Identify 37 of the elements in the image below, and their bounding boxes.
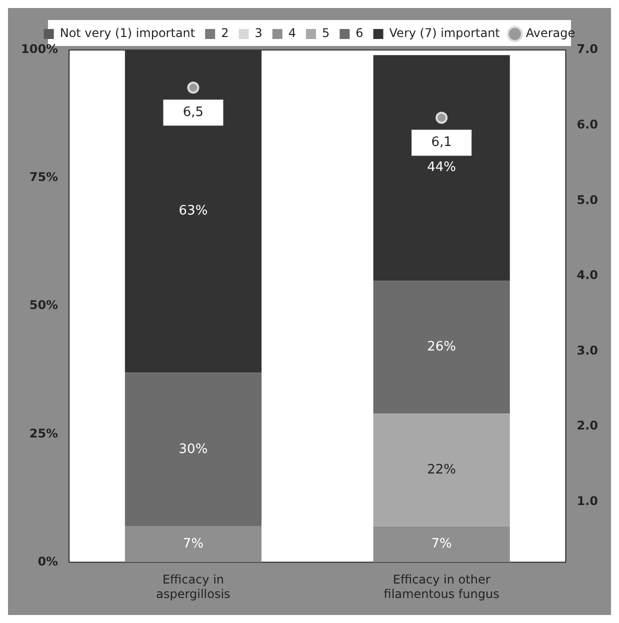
legend-label: 2	[221, 26, 229, 40]
y-tick-label: 25%	[29, 426, 58, 440]
y2-tick-label: 4.0	[576, 268, 598, 282]
bar	[373, 280, 510, 414]
legend-label: 6	[356, 26, 364, 40]
y2-tick-label: 1.0	[576, 494, 598, 508]
y2-tick-label: 7.0	[576, 42, 598, 56]
y-tick-label: 50%	[29, 298, 58, 312]
legend-label: 4	[288, 26, 296, 40]
data-label: 7%	[182, 536, 204, 552]
y2-tick-label: 3.0	[576, 343, 598, 358]
data-label: 22%	[427, 462, 456, 478]
bar	[373, 55, 510, 280]
data-label: 30%	[178, 442, 208, 457]
legend-label: Not very (1) important	[60, 26, 196, 40]
data-label: 44%	[427, 160, 456, 176]
legend-label: Very (7) important	[389, 26, 500, 40]
y2-tick-label: 2.0	[576, 418, 598, 433]
data-label: 26%	[427, 339, 456, 354]
y-tick-label: 75%	[29, 170, 58, 184]
y-tick-label: 0%	[38, 554, 58, 568]
y-tick-label: 100%	[20, 42, 58, 56]
legend-label: 5	[322, 26, 330, 40]
legend-label: 3	[254, 26, 262, 40]
data-label: 6,1	[431, 135, 452, 150]
y2-tick-label: 6.0	[576, 117, 598, 132]
legend-label: Average	[526, 26, 576, 40]
data-label: 6,5	[182, 105, 204, 120]
y2-tick-label: 5.0	[576, 192, 598, 207]
data-label: 7%	[431, 536, 452, 552]
bar	[373, 526, 510, 562]
data-label: 63%	[178, 204, 208, 219]
bar	[124, 526, 262, 562]
bar	[124, 372, 262, 526]
bar	[373, 414, 510, 526]
x-tick-label: Efficacy in aspergillosis	[156, 572, 230, 601]
x-tick-label: Efficacy in other filamentous fungus	[384, 572, 500, 601]
